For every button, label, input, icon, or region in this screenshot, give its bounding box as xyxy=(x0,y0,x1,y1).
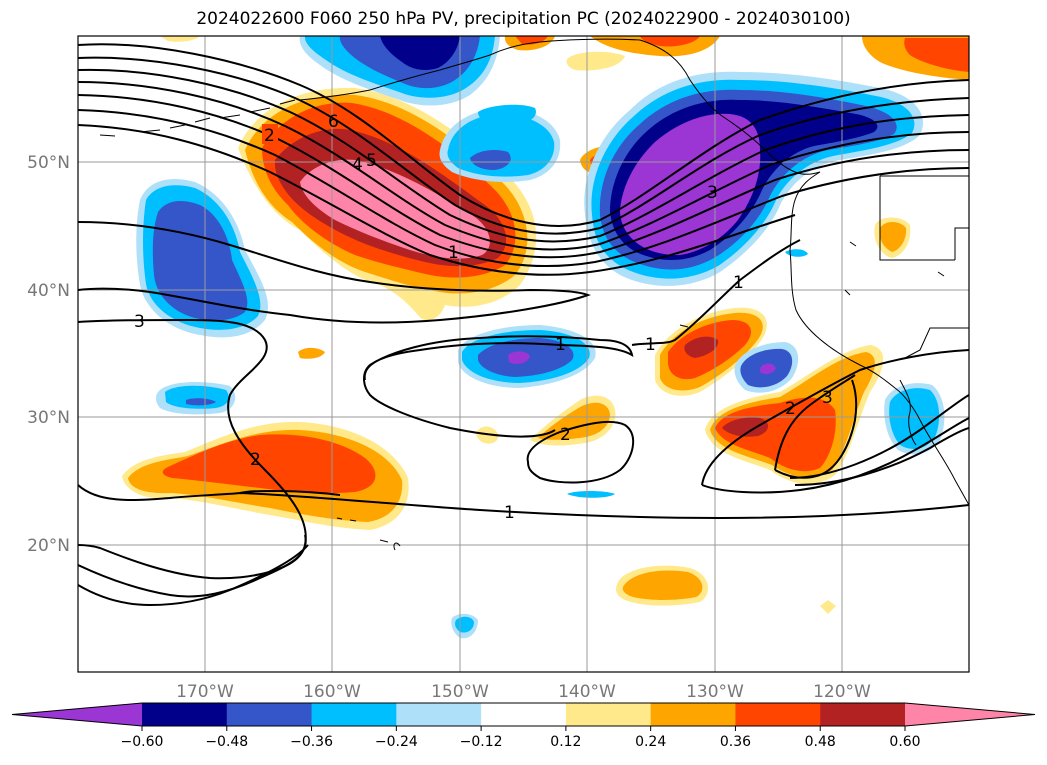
positive-anomaly-area xyxy=(538,402,610,440)
positive-anomaly-area xyxy=(566,51,625,71)
colorbar-tick-label: −0.24 xyxy=(375,734,418,750)
colorbar-tick-label: −0.48 xyxy=(205,734,248,750)
positive-anomaly-area xyxy=(684,336,719,358)
contour-label: 6 xyxy=(328,112,339,132)
lat-tick-label: 30°N xyxy=(27,408,70,428)
contour-label: 1 xyxy=(504,503,515,523)
colorbar-tick-label: 0.24 xyxy=(635,734,666,750)
lat-tick-label: 40°N xyxy=(27,281,70,301)
contour-label: 3 xyxy=(707,183,718,203)
contour-label: 1 xyxy=(555,335,566,355)
colorbar-tick-label: −0.12 xyxy=(460,734,503,750)
contour-label: 2 xyxy=(785,399,796,419)
coastlines xyxy=(99,38,969,551)
negative-anomaly-area xyxy=(478,104,536,126)
positive-anomaly-area xyxy=(879,222,907,252)
negative-anomaly-area xyxy=(165,385,229,409)
colorbar-segment xyxy=(735,703,821,726)
map-title: 2024022600 F060 250 hPa PV, precipitatio… xyxy=(196,9,851,29)
colorbar-tick-label: 0.60 xyxy=(889,734,920,750)
positive-anomaly-area xyxy=(904,38,969,72)
contour-label: 2 xyxy=(250,450,261,470)
contour-label: 4 xyxy=(352,155,363,175)
positive-anomaly-area xyxy=(722,417,769,437)
colorbar-segment xyxy=(142,703,228,726)
positive-anomaly-area xyxy=(622,570,703,600)
graticule xyxy=(78,36,969,672)
colorbar-extend-min xyxy=(12,703,142,726)
negative-anomaly-area xyxy=(567,491,615,498)
colorbar-tick-label: 0.12 xyxy=(550,734,581,750)
map-frame xyxy=(77,35,970,673)
negative-anomaly-area xyxy=(380,36,460,70)
positive-anomaly-area xyxy=(640,36,700,47)
contour-labels: 2 6 4 5 1 3 3 1 1 1 2 2 3 2 1 xyxy=(134,112,833,523)
colorbar-segment xyxy=(226,703,313,726)
lon-tick-label: 140°W xyxy=(558,682,616,702)
negative-anomaly-area xyxy=(785,249,808,257)
colorbar-tick-label: −0.60 xyxy=(121,734,164,750)
colorbar-tick-label: 0.48 xyxy=(805,734,836,750)
colorbar: −0.60 −0.48 −0.36 −0.24 −0.12 0.12 0.24 0.36 0.4… xyxy=(11,702,1036,750)
negative-anomaly-area xyxy=(186,398,216,406)
colorbar-segment xyxy=(311,703,397,726)
negative-anomaly-area xyxy=(760,363,776,375)
colorbar-segment xyxy=(396,703,482,726)
colorbar-segment xyxy=(565,703,652,726)
negative-anomaly-area xyxy=(508,351,530,364)
contour-label: 1 xyxy=(645,335,656,355)
pv-contours xyxy=(78,43,969,607)
positive-anomaly-area xyxy=(160,36,200,42)
negative-anomaly-area xyxy=(889,388,940,449)
contour-label: 2 xyxy=(264,126,275,146)
lat-tick-label: 50°N xyxy=(27,153,70,173)
latitude-labels: 50°N 40°N 30°N 20°N xyxy=(27,153,70,556)
lon-tick-label: 160°W xyxy=(303,682,361,702)
positive-anomaly-area xyxy=(820,600,836,614)
contour-label: 1 xyxy=(448,243,459,263)
longitude-labels: 170°W 160°W 150°W 140°W 130°W 120°W xyxy=(176,682,871,702)
colorbar-segment xyxy=(650,703,736,726)
contour-label: 2 xyxy=(560,425,571,445)
positive-anomaly-area xyxy=(715,397,836,472)
colorbar-tick-label: 0.36 xyxy=(720,734,751,750)
positive-anomaly-area xyxy=(298,347,325,359)
lon-tick-label: 120°W xyxy=(813,682,871,702)
contour-label: 1 xyxy=(733,273,744,293)
negative-anomaly-area xyxy=(470,150,511,170)
lon-tick-label: 170°W xyxy=(176,682,234,702)
lon-tick-label: 150°W xyxy=(431,682,489,702)
contour-label: 3 xyxy=(134,312,145,332)
lat-tick-label: 20°N xyxy=(27,536,70,556)
contour-label: 3 xyxy=(822,388,833,408)
colorbar-segment xyxy=(481,703,567,726)
lon-tick-label: 130°W xyxy=(686,682,744,702)
colorbar-extend-max xyxy=(905,703,1035,726)
colorbar-tick-label: −0.36 xyxy=(290,734,333,750)
positive-anomaly-area xyxy=(162,434,376,494)
contour-label: 5 xyxy=(366,151,377,171)
colorbar-segment xyxy=(820,703,906,726)
